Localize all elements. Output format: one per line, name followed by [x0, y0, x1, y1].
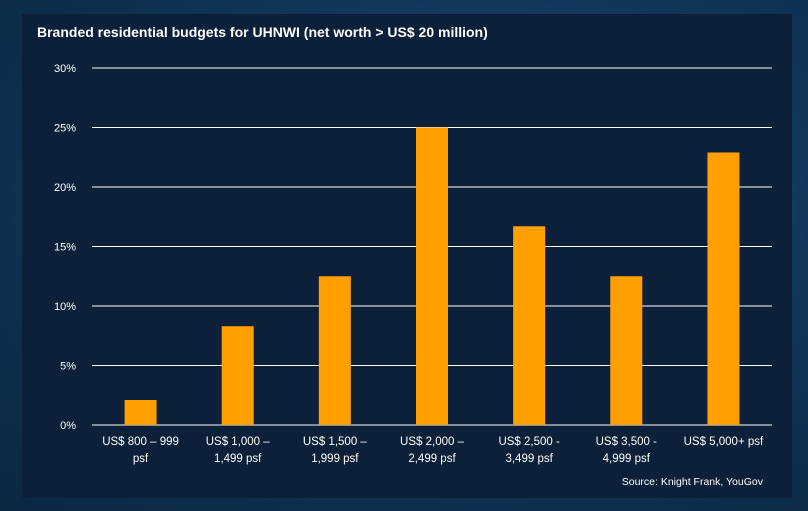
bar [707, 152, 740, 426]
bars [124, 127, 740, 426]
y-tick-label: 5% [60, 361, 76, 373]
x-tick-label: US$ 1,000 –1,499 psf [206, 436, 271, 465]
x-tick-label: US$ 2,000 –2,499 psf [400, 436, 465, 465]
y-tick-label: 20% [54, 182, 76, 194]
source-note: Source: Knight Frank, YouGov [621, 476, 763, 488]
y-tick-label: 25% [54, 123, 76, 135]
bar [610, 276, 643, 425]
y-axis-ticks: 0% 5% 10% 15% 20% 25% 30% [54, 63, 76, 432]
x-tick-label: US$ 2,500 -3,499 psf [498, 436, 560, 465]
y-tick-label: 15% [54, 242, 76, 254]
x-tick-label: US$ 5,000+ psf [684, 436, 764, 448]
x-tick-label: US$ 1,500 –1,999 psf [303, 436, 368, 465]
x-tick-label: US$ 800 – 999 psf [102, 436, 179, 465]
bar [124, 400, 157, 425]
bar [513, 226, 546, 425]
bar [221, 326, 254, 425]
y-tick-label: 30% [54, 63, 76, 75]
x-axis-ticks: US$ 800 – 999 psf US$ 1,000 –1,499 psf US$ … [102, 436, 764, 465]
x-tick-label: US$ 3,500 -4,999 psf [596, 436, 658, 465]
bar [318, 276, 351, 425]
bar [416, 127, 448, 425]
chart-title: Branded residential budgets for UHNWI (n… [37, 24, 488, 40]
y-tick-label: 0% [60, 420, 76, 432]
y-tick-label: 10% [54, 301, 76, 313]
